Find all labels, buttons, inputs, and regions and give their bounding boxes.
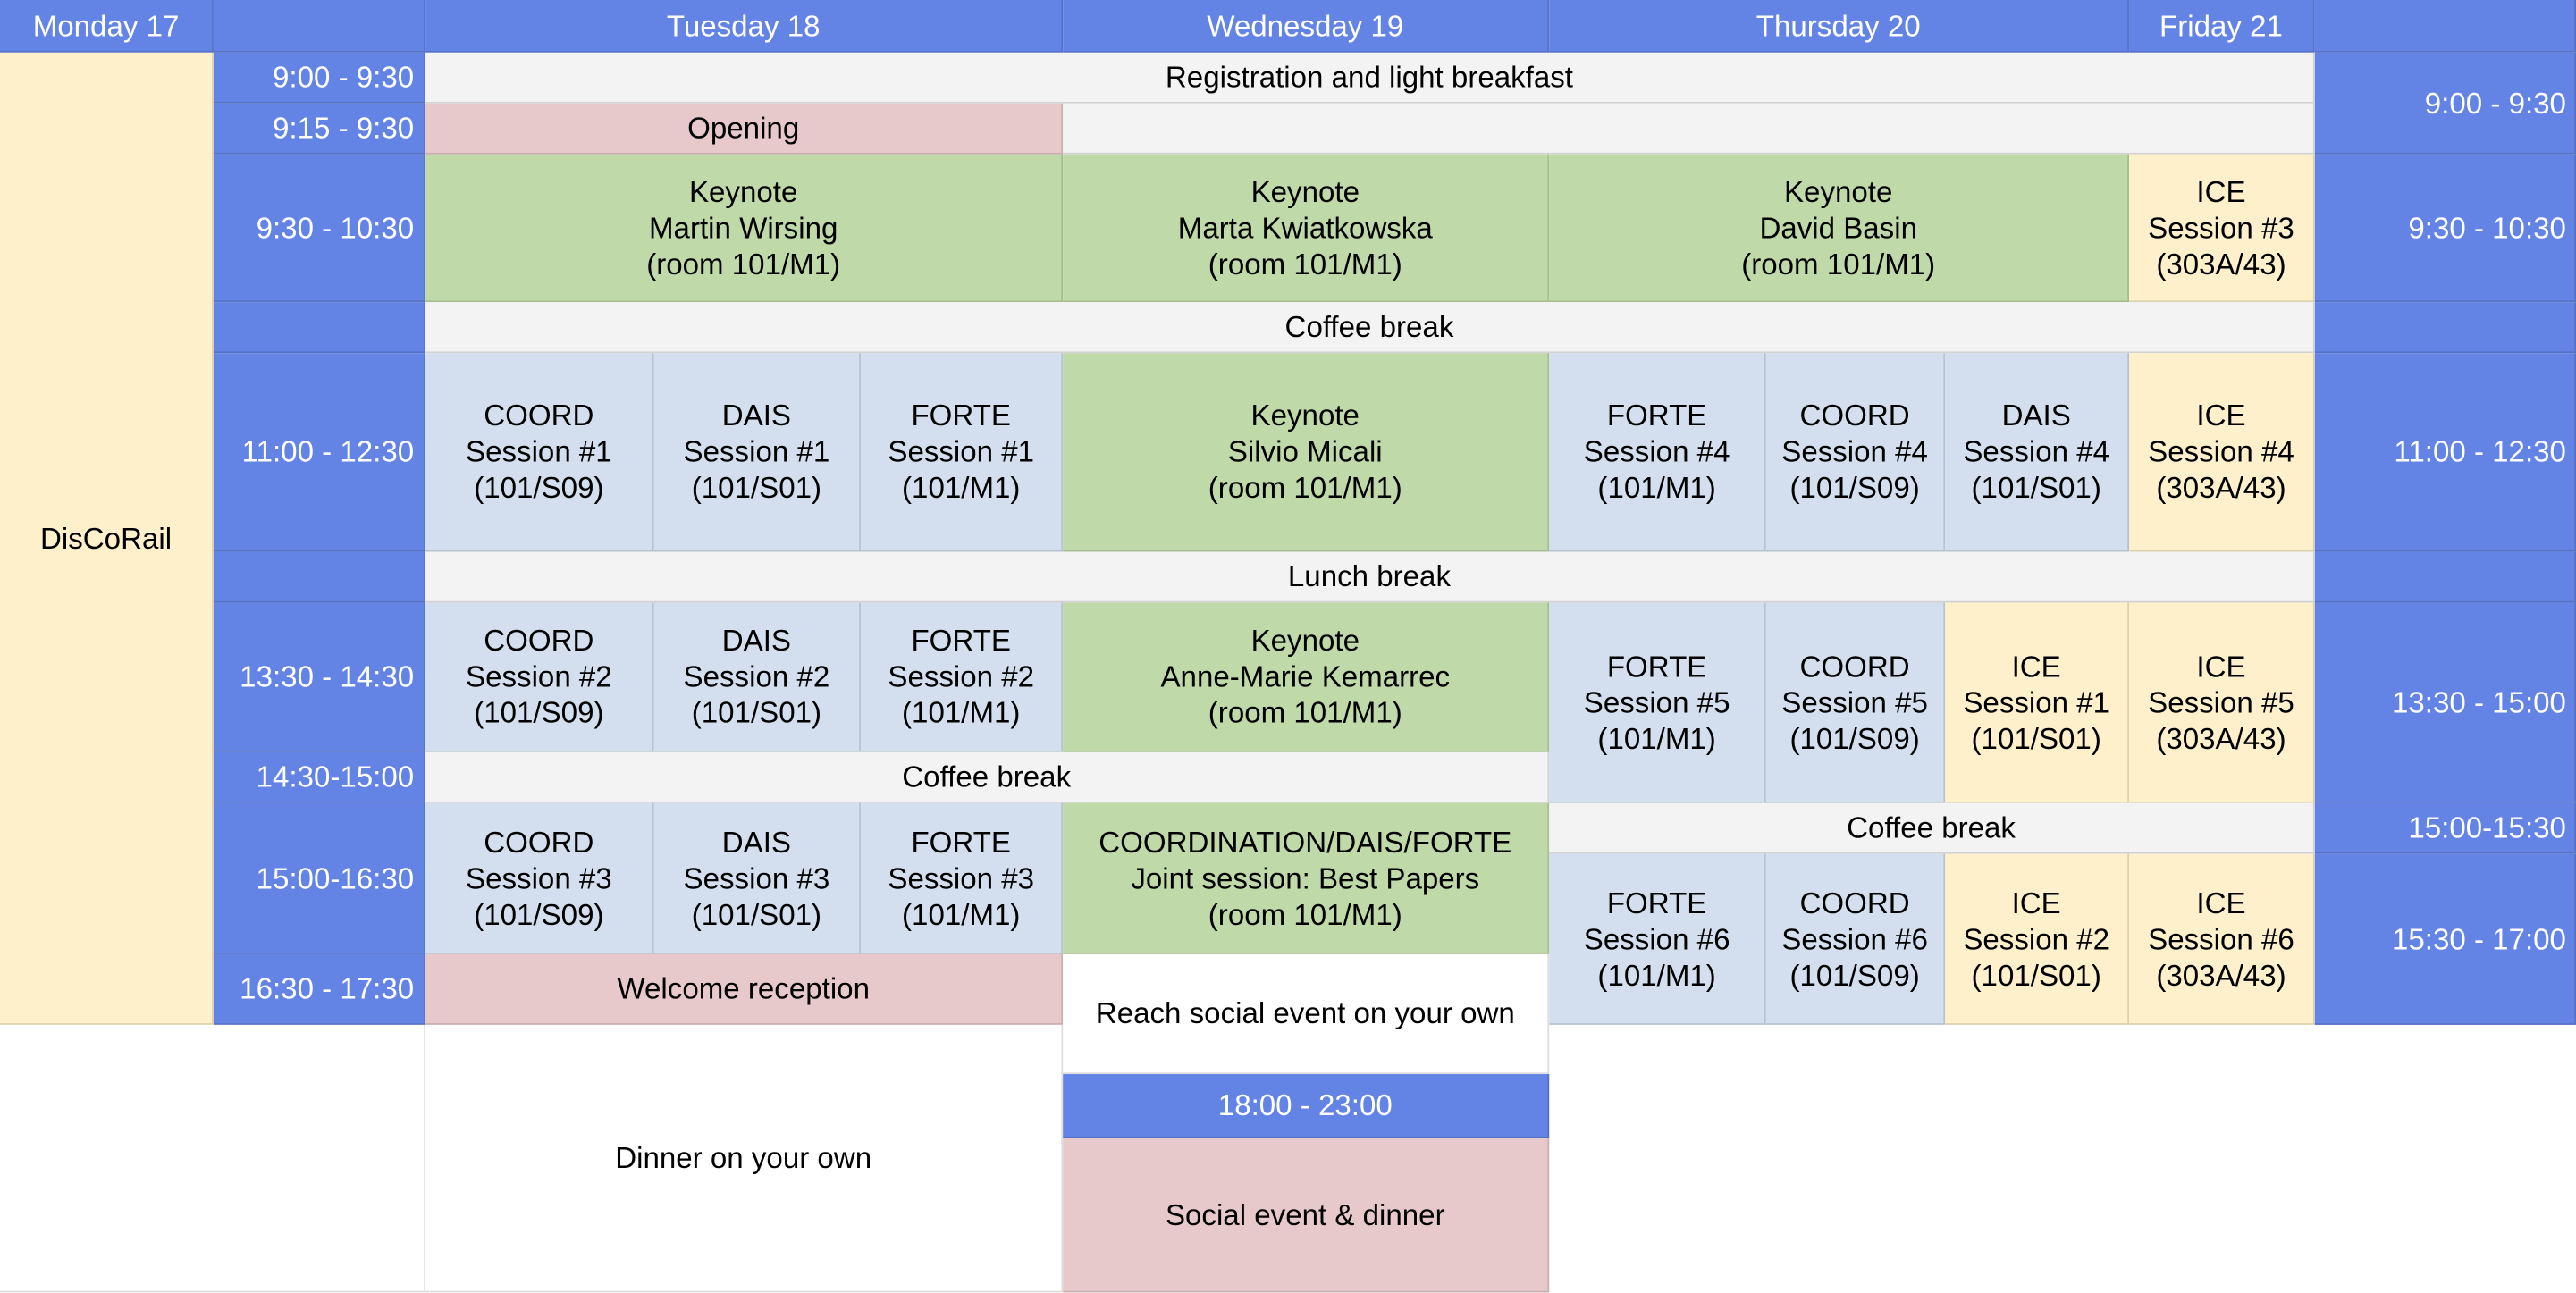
session-thursday-ice1: ICE Session #1 (101/S01) (1945, 602, 2130, 803)
session-thursday-forte5: FORTE Session #5 (101/M1) (1549, 602, 1766, 803)
day-header-wednesday: Wednesday 19 (1063, 0, 1550, 53)
session-tuesday-forte1: FORTE Session #1 (101/M1) (861, 353, 1064, 552)
monday-discorail-event: DisCoRail (0, 52, 214, 1025)
time-slot-lunch-empty (213, 551, 426, 603)
day-header-friday: Friday 21 (2129, 0, 2315, 53)
session-thursday-dais4: DAIS Session #4 (101/S01) (1945, 353, 2130, 552)
session-tuesday-dais3: DAIS Session #3 (101/S01) (653, 802, 862, 954)
session-tuesday-coord2: COORD Session #2 (101/S09) (425, 602, 654, 752)
session-friday-ice5: ICE Session #5 (303A/43) (2129, 602, 2315, 803)
registration-breakfast: Registration and light breakfast (425, 52, 2315, 104)
keynote-tuesday: Keynote Martin Wirsing (room 101/M1) (425, 154, 1064, 303)
session-thursday-coord5: COORD Session #5 (101/S09) (1765, 602, 1946, 803)
right-time-slot-1100: 11:00 - 12:30 (2314, 353, 2576, 552)
time-slot-0900: 9:00 - 9:30 (213, 52, 426, 104)
right-time-slot-1330: 13:30 - 15:00 (2314, 602, 2576, 803)
time-header-right-empty (2314, 0, 2576, 53)
time-header-empty (213, 0, 426, 53)
session-friday-ice4: ICE Session #4 (303A/43) (2129, 353, 2315, 552)
welcome-reception: Welcome reception (425, 953, 1064, 1025)
session-tuesday-forte2: FORTE Session #2 (101/M1) (861, 602, 1064, 752)
right-time-slot-0930: 9:30 - 10:30 (2314, 154, 2576, 303)
time-slot-1500: 15:00-16:30 (213, 802, 426, 954)
right-time-slot-lunch-empty (2314, 551, 2576, 603)
session-friday-ice6: ICE Session #6 (303A/43) (2129, 853, 2315, 1025)
day-header-tuesday: Tuesday 18 (425, 0, 1064, 53)
keynote-wednesday-midday: Keynote Silvio Micali (room 101/M1) (1063, 353, 1550, 552)
dinner-on-your-own: Dinner on your own (425, 1024, 1064, 1293)
session-tuesday-dais1: DAIS Session #1 (101/S01) (653, 353, 862, 552)
coffee-break-tue-wed: Coffee break (425, 751, 1550, 803)
lunch-break: Lunch break (425, 551, 2315, 603)
time-slot-1430: 14:30-15:00 (213, 751, 426, 803)
session-thursday-coord4: COORD Session #4 (101/S09) (1765, 353, 1946, 552)
time-slot-0915: 9:15 - 9:30 (213, 103, 426, 155)
session-thursday-ice2: ICE Session #2 (101/S01) (1945, 853, 2130, 1025)
social-event-time: 18:00 - 23:00 (1063, 1074, 1550, 1138)
session-tuesday-dais2: DAIS Session #2 (101/S01) (653, 602, 862, 752)
right-time-slot-1500: 15:00-15:30 (2314, 802, 2576, 854)
right-time-slot-coffee-empty (2314, 302, 2576, 354)
session-tuesday-forte3: FORTE Session #3 (101/M1) (861, 802, 1064, 954)
registration-continued (1063, 103, 2315, 155)
keynote-thursday: Keynote David Basin (room 101/M1) (1549, 154, 2130, 303)
session-thursday-coord6: COORD Session #6 (101/S09) (1765, 853, 1946, 1025)
joint-session-best-papers: COORDINATION/DAIS/FORTE Joint session: B… (1063, 802, 1550, 954)
opening-event: Opening (425, 103, 1064, 155)
coffee-break-thu-fri: Coffee break (1549, 802, 2315, 854)
keynote-wednesday-afternoon: Keynote Anne-Marie Kemarrec (room 101/M1… (1063, 602, 1550, 752)
time-slot-1100: 11:00 - 12:30 (213, 353, 426, 552)
day-header-thursday: Thursday 20 (1549, 0, 2130, 53)
time-slot-1630: 16:30 - 17:30 (213, 953, 426, 1025)
time-slot-0930: 9:30 - 10:30 (213, 154, 426, 303)
coffee-break-morning: Coffee break (425, 302, 2315, 354)
time-slot-1330: 13:30 - 14:30 (213, 602, 426, 752)
right-time-slot-0900: 9:00 - 9:30 (2314, 52, 2576, 155)
monday-evening-empty (0, 1024, 426, 1293)
reach-social-event: Reach social event on your own (1063, 953, 1550, 1075)
session-tuesday-coord1: COORD Session #1 (101/S09) (425, 353, 654, 552)
keynote-wednesday-morning: Keynote Marta Kwiatkowska (room 101/M1) (1063, 154, 1550, 303)
time-slot-coffee-empty (213, 302, 426, 354)
day-header-monday: Monday 17 (0, 0, 214, 53)
right-time-slot-1530: 15:30 - 17:00 (2314, 853, 2576, 1025)
session-friday-ice3: ICE Session #3 (303A/43) (2129, 154, 2315, 303)
session-tuesday-coord3: COORD Session #3 (101/S09) (425, 802, 654, 954)
session-thursday-forte4: FORTE Session #4 (101/M1) (1549, 353, 1766, 552)
social-event-dinner: Social event & dinner (1063, 1138, 1550, 1293)
session-thursday-forte6: FORTE Session #6 (101/M1) (1549, 853, 1766, 1025)
